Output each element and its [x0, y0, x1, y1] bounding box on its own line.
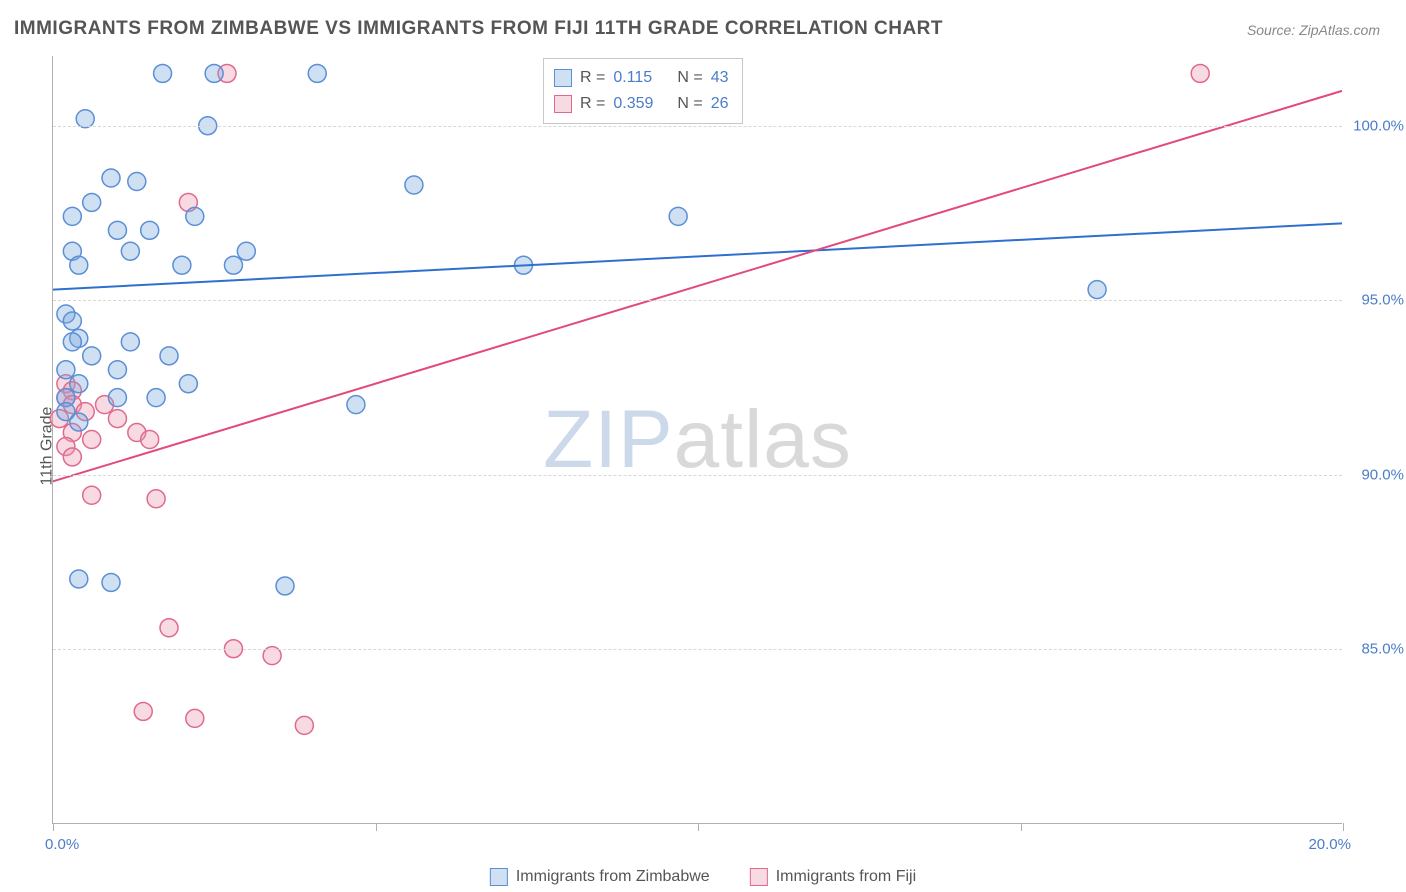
series-legend-item: Immigrants from Zimbabwe	[490, 868, 710, 886]
gridline-h	[53, 126, 1342, 127]
scatter-point	[141, 431, 159, 449]
legend-swatch	[490, 868, 508, 886]
scatter-point	[141, 221, 159, 239]
y-tick-label: 85.0%	[1361, 641, 1404, 658]
x-tick	[1343, 823, 1344, 831]
gridline-h	[53, 475, 1342, 476]
scatter-point	[147, 389, 165, 407]
scatter-point	[186, 709, 204, 727]
scatter-point	[70, 413, 88, 431]
legend-swatch	[554, 69, 572, 87]
x-tick-label: 0.0%	[45, 836, 79, 853]
x-tick	[53, 823, 54, 831]
scatter-point	[83, 347, 101, 365]
x-tick	[698, 823, 699, 831]
scatter-point	[108, 221, 126, 239]
scatter-point	[128, 173, 146, 191]
regression-line	[53, 91, 1342, 481]
scatter-point	[108, 389, 126, 407]
scatter-point	[83, 431, 101, 449]
legend-n-value: 26	[711, 91, 729, 117]
scatter-point	[1191, 64, 1209, 82]
scatter-point	[121, 242, 139, 260]
legend-swatch	[554, 95, 572, 113]
scatter-point	[63, 207, 81, 225]
legend-n-value: 43	[711, 65, 729, 91]
correlation-legend: R = 0.115 N = 43 R = 0.359 N = 26	[543, 58, 743, 124]
scatter-point	[276, 577, 294, 595]
scatter-point	[70, 375, 88, 393]
legend-row: R = 0.115 N = 43	[554, 65, 728, 91]
y-tick-label: 95.0%	[1361, 292, 1404, 309]
gridline-h	[53, 300, 1342, 301]
plot-svg	[53, 56, 1342, 823]
scatter-point	[57, 361, 75, 379]
chart-title: IMMIGRANTS FROM ZIMBABWE VS IMMIGRANTS F…	[14, 18, 943, 40]
x-tick	[376, 823, 377, 831]
series-legend-label: Immigrants from Fiji	[776, 868, 916, 886]
scatter-point	[121, 333, 139, 351]
scatter-point	[1088, 281, 1106, 299]
x-tick	[1021, 823, 1022, 831]
scatter-point	[237, 242, 255, 260]
scatter-point	[154, 64, 172, 82]
series-legend: Immigrants from Zimbabwe Immigrants from …	[490, 868, 916, 886]
scatter-point	[160, 347, 178, 365]
legend-n-label: N =	[677, 65, 702, 91]
scatter-point	[83, 486, 101, 504]
scatter-point	[70, 256, 88, 274]
legend-r-label: R =	[580, 91, 605, 117]
y-tick-label: 100.0%	[1353, 117, 1404, 134]
scatter-point	[224, 256, 242, 274]
x-tick-label: 20.0%	[1308, 836, 1351, 853]
scatter-point	[102, 573, 120, 591]
legend-n-label: N =	[677, 91, 702, 117]
scatter-point	[179, 375, 197, 393]
scatter-point	[308, 64, 326, 82]
gridline-h	[53, 649, 1342, 650]
scatter-point	[186, 207, 204, 225]
scatter-point	[63, 312, 81, 330]
scatter-point	[160, 619, 178, 637]
scatter-point	[405, 176, 423, 194]
scatter-point	[83, 193, 101, 211]
legend-r-value: 0.359	[613, 91, 669, 117]
scatter-point	[147, 490, 165, 508]
series-legend-label: Immigrants from Zimbabwe	[516, 868, 710, 886]
y-tick-label: 90.0%	[1361, 466, 1404, 483]
scatter-point	[347, 396, 365, 414]
plot-area: ZIPatlas 85.0%90.0%95.0%100.0% 0.0%20.0%…	[52, 56, 1342, 824]
scatter-point	[63, 333, 81, 351]
chart-container: IMMIGRANTS FROM ZIMBABWE VS IMMIGRANTS F…	[0, 0, 1406, 892]
scatter-point	[669, 207, 687, 225]
scatter-point	[70, 570, 88, 588]
scatter-point	[63, 448, 81, 466]
scatter-point	[295, 716, 313, 734]
scatter-point	[108, 410, 126, 428]
scatter-point	[102, 169, 120, 187]
legend-r-label: R =	[580, 65, 605, 91]
scatter-point	[108, 361, 126, 379]
scatter-point	[134, 702, 152, 720]
legend-row: R = 0.359 N = 26	[554, 91, 728, 117]
scatter-point	[205, 64, 223, 82]
source-label: Source: ZipAtlas.com	[1247, 22, 1380, 38]
scatter-point	[173, 256, 191, 274]
series-legend-item: Immigrants from Fiji	[750, 868, 916, 886]
legend-swatch	[750, 868, 768, 886]
legend-r-value: 0.115	[613, 65, 669, 91]
